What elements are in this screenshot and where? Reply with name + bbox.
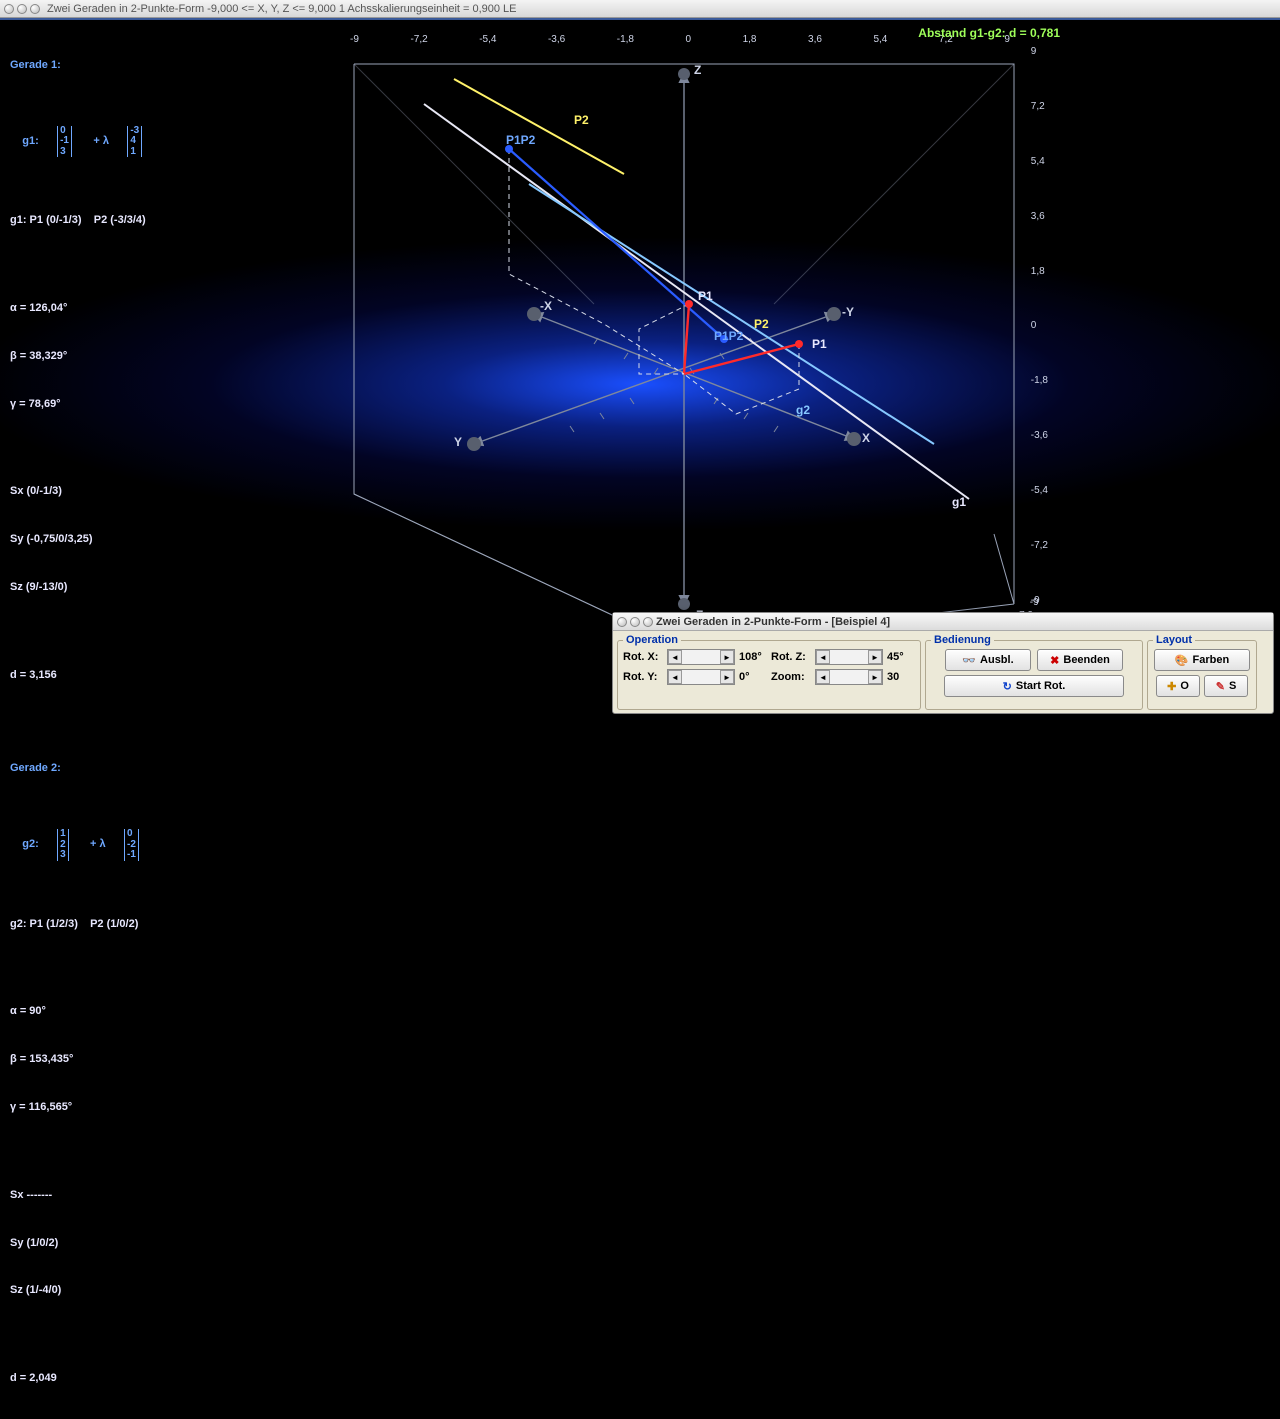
operation-legend: Operation [623, 634, 681, 646]
roty-label: Rot. Y: [623, 671, 663, 683]
ausblenden-button[interactable]: 👓 Ausbl. [945, 649, 1031, 671]
rotz-stepper[interactable]: ◄► [815, 649, 883, 665]
arrow-right-icon[interactable]: ► [720, 650, 734, 664]
panel-layout: Layout 🎨 Farben ✚ O ✎ S [1147, 634, 1257, 710]
svg-text:Z: Z [694, 63, 701, 77]
main-titlebar: Zwei Geraden in 2-Punkte-Form -9,000 <= … [0, 0, 1280, 18]
svg-text:P1: P1 [698, 289, 713, 303]
roty-value: 0° [739, 671, 767, 683]
arrow-left-icon[interactable]: ◄ [668, 650, 682, 664]
svg-text:-Y: -Y [842, 305, 854, 319]
svg-text:P1P2: P1P2 [714, 329, 744, 343]
zoom-value: 30 [887, 671, 915, 683]
viewport-3d[interactable]: -9-7,2 -5,4-3,6 -1,80 1,83,6 5,47,2 9 97… [0, 18, 1280, 720]
pencil-icon: ✎ [1216, 680, 1225, 693]
line-g2 [529, 184, 934, 444]
farben-button[interactable]: 🎨 Farben [1154, 649, 1250, 671]
roty-stepper[interactable]: ◄► [667, 669, 735, 685]
control-titlebar[interactable]: Zwei Geraden in 2-Punkte-Form - [Beispie… [613, 613, 1273, 631]
target-icon: ✚ [1167, 680, 1176, 693]
panel-operation: Operation Rot. X: ◄► 108° Rot. Z: ◄► 45° [617, 634, 921, 710]
rotz-value: 45° [887, 651, 915, 663]
panel-bedienung: Bedienung 👓 Ausbl. ✖ Beenden ↻ [925, 634, 1143, 710]
axis-endpoints [467, 68, 861, 610]
control-window[interactable]: Zwei Geraden in 2-Punkte-Form - [Beispie… [612, 612, 1274, 714]
close-icon: ✖ [1050, 654, 1059, 667]
ctrl-dot[interactable] [630, 617, 640, 627]
arrow-right-icon[interactable]: ► [868, 650, 882, 664]
arrow-right-icon[interactable]: ► [868, 670, 882, 684]
rotz-label: Rot. Z: [771, 651, 811, 663]
arrow-left-icon[interactable]: ◄ [816, 650, 830, 664]
svg-text:X: X [862, 431, 870, 445]
ctrl-dot[interactable] [643, 617, 653, 627]
rotx-value: 108° [739, 651, 767, 663]
svg-text:P2: P2 [754, 317, 769, 331]
window-title: Zwei Geraden in 2-Punkte-Form -9,000 <= … [47, 3, 517, 15]
svg-text:Y: Y [454, 435, 462, 449]
rotate-icon: ↻ [1003, 680, 1012, 693]
ctrl-dot[interactable] [617, 617, 627, 627]
gerade2-header: Gerade 2: [10, 761, 146, 777]
scene-3d: Z -Z X -Y Y -X P2 P1P2 P1 P2 P1 P1P2 g1 … [294, 44, 1054, 644]
svg-text:-X: -X [540, 299, 552, 313]
rotx-label: Rot. X: [623, 651, 663, 663]
gerade1-equation: g1: 0-13 + λ -341 [22, 126, 142, 158]
start-rotation-button[interactable]: ↻ Start Rot. [944, 675, 1124, 697]
svg-text:P2: P2 [574, 113, 589, 127]
gerade2-equation: g2: 123 + λ 0-2-1 [22, 829, 139, 861]
arrow-right-icon[interactable]: ► [720, 670, 734, 684]
distance-label: Abstand g1-g2: d = 0,781 [918, 26, 1060, 40]
gerade1-header: Gerade 1: [10, 58, 146, 74]
line-g1 [424, 104, 969, 499]
arrow-left-icon[interactable]: ◄ [816, 670, 830, 684]
layout-legend: Layout [1153, 634, 1195, 646]
titlebar-dot[interactable] [17, 4, 27, 14]
titlebar-dot[interactable] [30, 4, 40, 14]
arrow-left-icon[interactable]: ◄ [668, 670, 682, 684]
bedienung-legend: Bedienung [931, 634, 994, 646]
rotx-stepper[interactable]: ◄► [667, 649, 735, 665]
glasses-icon: 👓 [962, 654, 976, 667]
zoom-stepper[interactable]: ◄► [815, 669, 883, 685]
line-yellow [454, 79, 624, 174]
zoom-label: Zoom: [771, 671, 811, 683]
origin-button[interactable]: ✚ O [1156, 675, 1200, 697]
palette-icon: 🎨 [1175, 654, 1189, 667]
control-window-title: Zwei Geraden in 2-Punkte-Form - [Beispie… [656, 616, 890, 628]
svg-text:g1: g1 [952, 495, 966, 509]
scene-labels: Z -Z X -Y Y -X P2 P1P2 P1 P2 P1 P1P2 g1 … [454, 63, 966, 622]
beenden-button[interactable]: ✖ Beenden [1037, 649, 1123, 671]
info-panel: Gerade 1: g1: 0-13 + λ -341 g1: P1 (0/-1… [10, 26, 146, 1419]
svg-text:g2: g2 [796, 403, 810, 417]
axes [474, 74, 854, 604]
save-button[interactable]: ✎ S [1204, 675, 1248, 697]
svg-text:P1: P1 [812, 337, 827, 351]
titlebar-dot[interactable] [4, 4, 14, 14]
svg-text:P1P2: P1P2 [506, 133, 536, 147]
